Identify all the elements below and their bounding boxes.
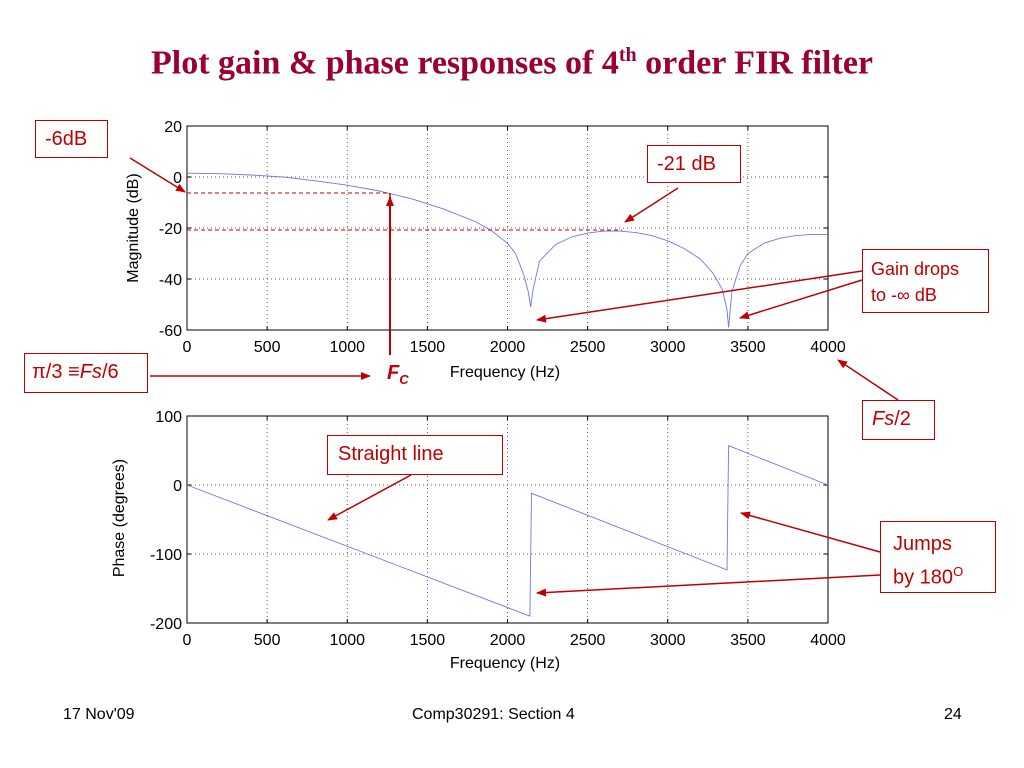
minus6db-callout: -6dB [35, 120, 108, 158]
gain-drop-arrow-1 [536, 270, 863, 323]
magnitude-x-axis-label: Frequency (Hz) [450, 364, 560, 381]
phase-y-tick-label: 100 [155, 409, 182, 426]
phase-y-axis-label: Phase (degrees) [111, 459, 128, 577]
jumps-callout: Jumps by 180O [880, 521, 996, 593]
straight-line-callout: Straight line [327, 435, 503, 475]
jump-arrow-2 [536, 574, 881, 597]
phase-x-tick-label: 500 [254, 632, 281, 649]
magnitude-x-tick-label: 3500 [730, 339, 766, 356]
footer-course: Comp30291: Section 4 [412, 706, 575, 723]
phase-x-tick-label: 2000 [490, 632, 526, 649]
magnitude-y-tick-label: 20 [164, 119, 182, 136]
magnitude-x-tick-label: 1000 [329, 339, 365, 356]
magnitude-y-tick-label: -60 [159, 323, 182, 340]
gain-drop-arrow-2 [739, 279, 863, 320]
phase-y-tick-label: 0 [173, 478, 182, 495]
magnitude-x-tick-label: 2500 [570, 339, 606, 356]
magnitude-x-tick-label: 500 [254, 339, 281, 356]
title-superscript: th [618, 44, 637, 66]
magnitude-y-tick-label: -40 [159, 272, 182, 289]
magnitude-series-line [186, 172, 828, 328]
magnitude-x-tick-label: 1500 [410, 339, 446, 356]
phase-series-line [186, 445, 829, 617]
jump-arrow-1 [740, 511, 881, 553]
magnitude-y-tick-label: 0 [173, 170, 182, 187]
minus6db-arrow [129, 157, 186, 193]
phase-y-tick-label: -100 [150, 547, 182, 564]
fs2-arrow [837, 359, 899, 401]
phase-plot: 0 500 1000 1500 2000 2500 3000 3500 40001000-100… [111, 409, 846, 672]
footer-page-number: 24 [944, 706, 962, 723]
minus21db-arrow [624, 187, 679, 223]
fs2-callout: Fs/2 [862, 400, 935, 440]
pi3-callout: π/3 ≡Fs/6 [24, 353, 148, 393]
fc-label: FC [387, 362, 409, 387]
magnitude-x-tick-label: 4000 [810, 339, 846, 356]
magnitude-x-tick-label: 3000 [650, 339, 686, 356]
phase-x-tick-label: 3000 [650, 632, 686, 649]
magnitude-x-tick-label: 2000 [490, 339, 526, 356]
straight-line-arrow [327, 474, 412, 521]
slide-title: Plot gain & phase responses of 4th order… [151, 44, 873, 82]
magnitude-y-tick-label: -20 [159, 221, 182, 238]
phase-x-tick-label: 4000 [810, 632, 846, 649]
gain-drops-callout: Gain drops to -∞ dB [862, 249, 989, 313]
phase-x-tick-label: 3500 [730, 632, 766, 649]
footer-date: 17 Nov'09 [63, 706, 135, 723]
magnitude-y-axis-label: Magnitude (dB) [125, 173, 142, 282]
magnitude-x-tick-label: 0 [183, 339, 192, 356]
phase-x-tick-label: 1500 [410, 632, 446, 649]
minus21db-callout: -21 dB [647, 145, 741, 183]
phase-x-tick-label: 1000 [329, 632, 365, 649]
phase-x-tick-label: 0 [183, 632, 192, 649]
phase-x-axis-label: Frequency (Hz) [450, 655, 560, 672]
phase-y-tick-label: -200 [150, 616, 182, 633]
phase-x-tick-label: 2500 [570, 632, 606, 649]
